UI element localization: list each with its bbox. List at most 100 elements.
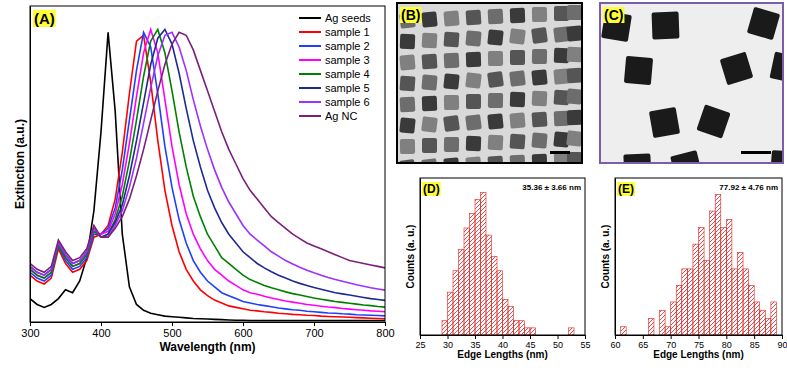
x-tick: 500 — [163, 322, 181, 339]
particle — [400, 97, 416, 113]
x-tick-mark — [314, 322, 315, 326]
particle — [422, 96, 438, 112]
x-tick-mark — [420, 335, 421, 339]
x-tick: 55 — [580, 335, 590, 350]
bar — [508, 306, 514, 335]
particle — [623, 153, 651, 163]
x-axis-title: Edge Lengths (nm) — [457, 349, 548, 360]
particle — [720, 52, 754, 86]
legend-entry: sample 3 — [299, 54, 370, 66]
histogram: 25303540455055Edge Lengths (nm)Counts (a… — [405, 178, 591, 360]
x-tick-mark — [448, 335, 449, 339]
legend-swatch — [299, 101, 321, 103]
x-tick-label: 800 — [376, 327, 394, 339]
particle — [770, 150, 783, 163]
y-axis-title: Counts (a. u.) — [405, 225, 416, 289]
bars — [442, 192, 574, 335]
particle — [509, 133, 525, 149]
x-tick-mark — [585, 335, 586, 339]
micrograph: (B) — [397, 3, 583, 176]
x-axis: 60657075808590 — [610, 335, 787, 350]
bar — [721, 228, 727, 335]
bar — [771, 302, 777, 335]
x-tick-label: 25 — [415, 340, 425, 350]
panel-label-text: (A) — [34, 10, 55, 27]
x-tick: 800 — [376, 322, 394, 339]
panel-label-text: (C) — [604, 7, 623, 23]
x-tick-mark — [754, 335, 755, 339]
annotation: 35.36 ± 3.66 nm — [522, 183, 581, 192]
particle — [567, 47, 582, 63]
particle — [531, 27, 548, 44]
bar — [737, 252, 743, 335]
particle — [566, 67, 582, 83]
bar — [530, 328, 536, 335]
bar — [464, 228, 470, 335]
particle — [532, 91, 548, 107]
particle — [465, 114, 482, 131]
x-tick: 65 — [638, 335, 648, 350]
particle — [554, 6, 569, 21]
x-axis-line — [421, 336, 586, 340]
bar — [676, 285, 682, 335]
series-line — [30, 35, 385, 319]
particle — [531, 132, 547, 148]
bar — [665, 327, 671, 335]
legend-swatch — [299, 59, 321, 61]
particle — [421, 53, 437, 69]
bar — [699, 228, 705, 335]
x-tick: 85 — [750, 335, 760, 350]
legend-label: sample 4 — [325, 68, 370, 80]
micrograph: (C) — [600, 3, 787, 183]
particle — [532, 49, 547, 64]
bar — [671, 302, 677, 335]
legend-swatch — [299, 17, 321, 19]
particle — [487, 71, 504, 88]
legend-entry: sample 2 — [299, 40, 370, 52]
legend-swatch — [299, 45, 321, 47]
series-line — [30, 32, 385, 272]
x-axis: 25303540455055 — [415, 335, 590, 350]
particle — [652, 12, 680, 40]
particle — [566, 88, 582, 104]
bar — [682, 269, 688, 335]
series-line — [30, 29, 385, 300]
bar — [660, 310, 666, 335]
x-tick-label: 90 — [777, 340, 787, 350]
x-tick-label: 55 — [580, 340, 590, 350]
bar — [732, 269, 738, 335]
bar — [693, 244, 699, 335]
bar — [453, 271, 459, 335]
scale-bar — [741, 151, 771, 154]
particle — [531, 111, 547, 127]
x-tick: 30 — [443, 335, 453, 350]
x-tick-mark — [615, 335, 616, 339]
bar — [442, 321, 448, 335]
x-tick: 70 — [666, 335, 676, 350]
bar — [760, 310, 766, 335]
legend-label: Ag NC — [325, 110, 357, 122]
plot-frame — [420, 178, 585, 335]
x-axis-title: Wavelength (nm) — [159, 340, 255, 354]
particle — [487, 29, 503, 45]
x-tick-mark — [503, 335, 504, 339]
micrograph-frame — [397, 3, 582, 163]
x-tick: 25 — [415, 335, 425, 350]
legend-entry: sample 1 — [299, 26, 370, 38]
particle — [510, 155, 526, 163]
x-tick: 400 — [92, 322, 110, 339]
particle — [624, 56, 653, 85]
particle — [488, 9, 504, 25]
particle — [465, 30, 481, 46]
particle — [567, 5, 582, 20]
particle — [466, 94, 481, 109]
particle — [399, 54, 415, 70]
x-tick-mark — [243, 322, 244, 326]
x-tick: 45 — [525, 335, 535, 350]
histogram: 60657075808590Edge Lengths (nm)Counts (a… — [600, 178, 787, 360]
legend-entry: Ag NC — [299, 110, 357, 122]
particle — [509, 28, 526, 45]
x-tick-label: 500 — [163, 327, 181, 339]
series-line — [30, 29, 385, 307]
particle — [400, 139, 415, 154]
